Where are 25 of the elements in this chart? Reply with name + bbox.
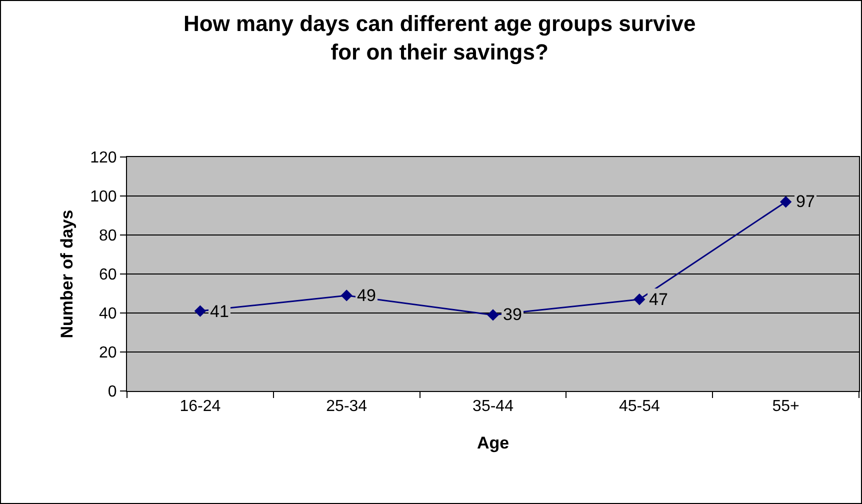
- point: [194, 305, 206, 317]
- y-tick-label: 80: [99, 228, 117, 245]
- x-tick-label: 35-44: [472, 398, 514, 416]
- data-label: 47: [649, 290, 668, 309]
- point: [487, 309, 499, 321]
- y-tick-label: 60: [99, 266, 117, 284]
- y-tick-label: 20: [99, 344, 117, 362]
- chart-title: How many days can different age groups survive for on their savings?: [183, 11, 696, 65]
- x-tick-label: 45-54: [618, 398, 660, 416]
- y-tick-label: 0: [108, 384, 117, 401]
- point: [634, 294, 646, 306]
- data-label: 39: [503, 305, 522, 324]
- data-label: 97: [796, 192, 815, 211]
- point: [340, 290, 352, 302]
- x-tick-label: 16-24: [180, 398, 221, 416]
- x-axis-title: Age: [476, 434, 510, 453]
- y-tick-label: 100: [90, 188, 117, 206]
- y-tick-label: 120: [90, 150, 117, 167]
- y-axis-title: Number of days: [58, 210, 77, 338]
- data-label: 41: [210, 302, 229, 321]
- x-tick-label: 25-34: [326, 398, 368, 416]
- point: [780, 196, 792, 208]
- y-tick-label: 40: [99, 306, 117, 323]
- data-label: 49: [357, 286, 376, 305]
- x-tick-label: 55+: [772, 398, 800, 416]
